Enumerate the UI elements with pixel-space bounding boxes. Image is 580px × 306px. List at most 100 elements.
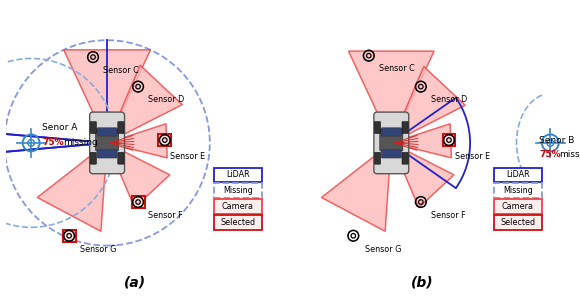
Text: Sensor F: Sensor F — [431, 211, 465, 220]
Circle shape — [133, 82, 135, 84]
Circle shape — [89, 60, 90, 62]
Text: LiDAR: LiDAR — [506, 170, 530, 180]
FancyBboxPatch shape — [118, 121, 124, 133]
FancyBboxPatch shape — [443, 134, 455, 146]
FancyBboxPatch shape — [118, 152, 124, 164]
FancyBboxPatch shape — [97, 150, 117, 158]
FancyBboxPatch shape — [90, 152, 96, 164]
Text: Senor A: Senor A — [42, 123, 78, 132]
Circle shape — [141, 198, 143, 199]
Circle shape — [133, 198, 135, 199]
Polygon shape — [37, 143, 107, 231]
Polygon shape — [392, 124, 451, 158]
Circle shape — [420, 91, 422, 93]
Text: Selected: Selected — [501, 218, 535, 227]
Text: Sensor C: Sensor C — [379, 64, 414, 73]
FancyBboxPatch shape — [214, 183, 262, 198]
Circle shape — [132, 201, 133, 203]
Circle shape — [357, 231, 358, 233]
Circle shape — [141, 82, 143, 84]
Polygon shape — [107, 124, 167, 158]
Circle shape — [358, 235, 359, 237]
Circle shape — [372, 51, 373, 53]
Circle shape — [65, 231, 66, 233]
Circle shape — [349, 239, 350, 240]
Text: 75%: 75% — [539, 150, 561, 159]
Circle shape — [89, 53, 90, 54]
Circle shape — [164, 134, 165, 135]
Circle shape — [98, 56, 99, 58]
Circle shape — [424, 90, 425, 91]
Circle shape — [137, 207, 139, 208]
FancyBboxPatch shape — [381, 128, 401, 136]
Polygon shape — [107, 143, 170, 208]
Text: Missing: Missing — [223, 186, 253, 195]
Circle shape — [96, 60, 97, 62]
FancyBboxPatch shape — [374, 112, 409, 174]
Circle shape — [65, 239, 66, 240]
Circle shape — [416, 198, 418, 199]
Circle shape — [372, 59, 373, 60]
FancyBboxPatch shape — [97, 128, 117, 136]
Circle shape — [168, 136, 169, 137]
FancyBboxPatch shape — [214, 168, 262, 182]
Text: Camera: Camera — [502, 202, 534, 211]
Circle shape — [368, 60, 369, 62]
Circle shape — [92, 62, 94, 63]
FancyBboxPatch shape — [214, 215, 262, 230]
Text: 75%: 75% — [42, 138, 64, 147]
Text: Camera: Camera — [222, 202, 254, 211]
Circle shape — [137, 91, 139, 93]
Polygon shape — [64, 50, 150, 143]
Text: missing: missing — [559, 150, 580, 159]
Circle shape — [363, 55, 364, 56]
Circle shape — [416, 90, 418, 91]
Circle shape — [347, 235, 349, 237]
Circle shape — [454, 140, 455, 141]
Circle shape — [137, 81, 139, 82]
FancyBboxPatch shape — [96, 129, 119, 151]
Circle shape — [96, 53, 97, 54]
Text: (b): (b) — [411, 275, 434, 289]
Circle shape — [357, 239, 358, 240]
Circle shape — [353, 230, 354, 231]
Circle shape — [72, 231, 74, 233]
Circle shape — [420, 207, 422, 208]
Circle shape — [416, 82, 418, 84]
Circle shape — [448, 145, 450, 146]
Circle shape — [426, 201, 427, 203]
Text: (a): (a) — [124, 275, 146, 289]
FancyBboxPatch shape — [402, 152, 408, 164]
Circle shape — [349, 231, 350, 233]
FancyBboxPatch shape — [132, 196, 144, 208]
Circle shape — [374, 55, 375, 56]
Circle shape — [143, 86, 144, 87]
Circle shape — [160, 136, 162, 137]
Polygon shape — [349, 51, 434, 143]
Text: Sensor G: Sensor G — [365, 245, 401, 254]
Circle shape — [424, 198, 425, 199]
Polygon shape — [107, 65, 182, 143]
Text: Sensor D: Sensor D — [431, 95, 467, 104]
Text: Sensor D: Sensor D — [148, 95, 184, 104]
Circle shape — [424, 205, 425, 207]
Text: Senor B: Senor B — [539, 136, 574, 145]
Circle shape — [368, 50, 369, 51]
Circle shape — [415, 86, 416, 87]
Text: Selected: Selected — [220, 218, 256, 227]
FancyBboxPatch shape — [494, 183, 542, 198]
Circle shape — [452, 136, 454, 137]
Text: Sensor G: Sensor G — [81, 245, 117, 254]
Circle shape — [72, 239, 74, 240]
Circle shape — [141, 205, 143, 207]
FancyBboxPatch shape — [494, 168, 542, 182]
Polygon shape — [392, 143, 454, 208]
Text: Missing: Missing — [503, 186, 533, 195]
Text: missing: missing — [63, 138, 97, 147]
Circle shape — [444, 136, 446, 137]
FancyBboxPatch shape — [214, 199, 262, 214]
FancyBboxPatch shape — [375, 152, 380, 164]
Circle shape — [132, 86, 133, 87]
Circle shape — [444, 143, 446, 144]
Circle shape — [87, 56, 88, 58]
